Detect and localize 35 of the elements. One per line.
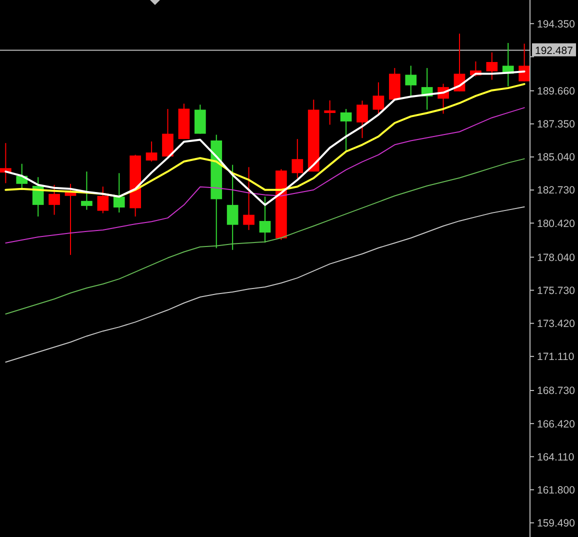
y-tick-label: 178.040	[537, 252, 576, 264]
candlestick	[162, 108, 174, 158]
y-tick-label: 175.730	[537, 284, 576, 297]
line-series	[5, 107, 525, 244]
y-tick-label: 161.800	[537, 484, 576, 496]
candlestick	[405, 65, 417, 96]
candlestick	[356, 100, 368, 139]
candlestick	[372, 82, 384, 116]
candlestick	[226, 164, 238, 250]
candlestick	[243, 166, 254, 230]
y-tick-label: 187.350	[537, 118, 576, 131]
line-series	[5, 206, 525, 363]
y-tick-label: 171.110	[537, 351, 574, 364]
candlestick	[292, 138, 304, 179]
ref-line-label: 192.487	[535, 44, 574, 57]
candlestick	[340, 108, 352, 152]
y-tick-label: 182.730	[537, 184, 576, 197]
candlestick	[113, 172, 125, 214]
y-tick-label: 159.490	[537, 518, 576, 530]
y-tick-label: 166.420	[537, 418, 576, 430]
candlestick	[81, 171, 92, 210]
y-tick-label: 164.110	[537, 451, 574, 464]
y-tick-label: 194.350	[537, 18, 576, 30]
y-tick-label: 173.420	[537, 318, 576, 330]
y-tick-label: 189.660	[537, 85, 576, 98]
candlestick	[324, 100, 336, 126]
candlestick	[48, 184, 60, 216]
line-series	[5, 158, 525, 315]
candlestick	[259, 196, 271, 244]
y-tick-label: 168.730	[537, 385, 576, 398]
candlestick	[486, 52, 498, 80]
y-tick-label: 180.420	[537, 218, 576, 230]
candlestick	[97, 186, 109, 214]
y-tick-label: 185.040	[537, 152, 576, 164]
candlestick	[146, 140, 158, 162]
